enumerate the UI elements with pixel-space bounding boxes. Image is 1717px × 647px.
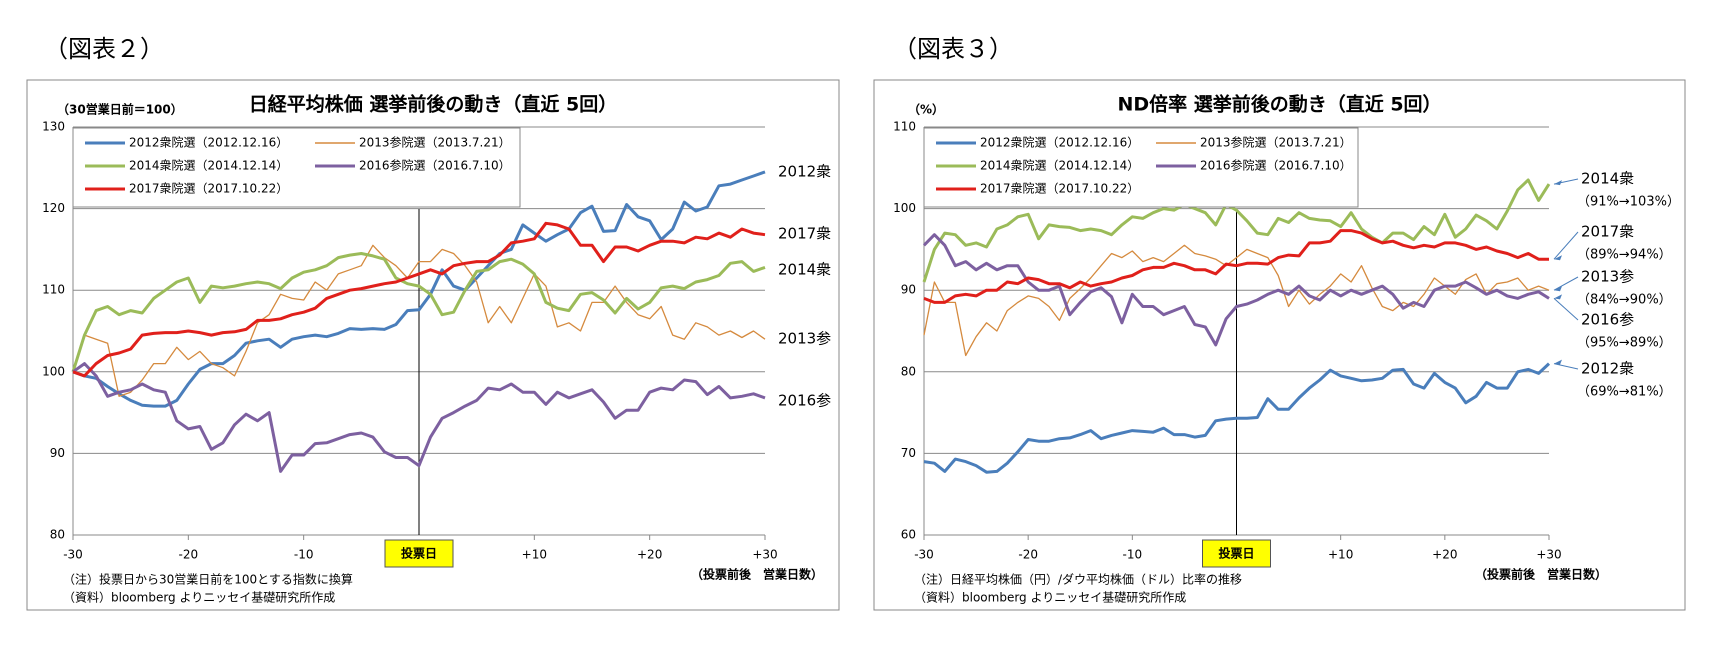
annotation-arrow [1553,276,1579,291]
note: （資料）bloomberg よりニッセイ基礎研究所作成 [914,590,1186,605]
x-tick-label: +10 [522,548,547,562]
annotation-arrowhead [1554,294,1562,300]
y-axis-label: （30営業日前＝100） [57,102,183,117]
x-tick-label: -20 [1018,548,1038,562]
legend-label: 2016参院選（2016.7.10） [359,158,511,173]
series-line [72,244,766,397]
annotation-arrow [1553,231,1579,260]
figure-label: （図表２） [44,35,164,63]
end-label: 2016参 [1581,311,1634,329]
series-line [922,178,1551,283]
end-label: 2013参 [778,330,831,348]
end-label-sub: （91%→103%） [1577,195,1680,210]
x-axis-label: （投票前後 営業日数） [691,567,823,582]
series-line [923,229,1549,304]
legend-label: 2013参院選（2013.7.21） [359,135,511,150]
annotation-arrow [1553,363,1579,370]
y-tick-label: 110 [893,120,916,134]
legend-box [923,127,1359,208]
legend-label: 2016参院選（2016.7.10） [1200,158,1352,173]
y-tick-label: 80 [901,364,916,378]
series-line [72,362,766,473]
annotation-arrowhead [1554,359,1562,365]
y-tick-label: 100 [42,364,65,378]
x-tick-label: +10 [1328,548,1353,562]
x-tick-label: -30 [914,548,934,562]
x-tick-label: -20 [179,548,199,562]
y-tick-label: 80 [50,528,65,542]
end-label: 2012衆 [778,163,831,181]
end-label-sub: （69%→81%） [1577,385,1672,400]
end-label: 2014衆 [1581,170,1634,188]
note: （注）投票日から30営業日前を100とする指数に換算 [63,572,353,587]
x-tick-label: -10 [294,548,314,562]
y-tick-label: 100 [893,201,916,215]
annotation-arrowhead [1554,255,1562,261]
annotation-arrow [1553,297,1579,321]
end-label-sub: （95%→89%） [1577,336,1672,351]
legend-box [72,127,521,208]
legend-label: 2017衆院選（2017.10.22） [980,182,1139,196]
legend-label: 2014衆院選（2014.12.14） [980,159,1139,173]
end-label: 2013参 [1581,268,1634,286]
x-tick-label: -10 [1123,548,1143,562]
end-label: 2017衆 [1581,223,1634,241]
y-tick-label: 90 [50,446,65,460]
y-tick-label: 70 [901,446,916,460]
figure-label: （図表３） [893,35,1013,63]
chart-title: ND倍率 選挙前後の動き（直近 5回） [1117,93,1441,116]
y-tick-label: 120 [42,201,65,215]
legend-label: 2013参院選（2013.7.21） [1200,135,1352,150]
annotation-arrowhead [1554,286,1562,292]
election-day-label: 投票日 [401,546,437,561]
end-label-sub: （89%→94%） [1577,248,1672,263]
x-axis-label: （投票前後 営業日数） [1475,567,1607,582]
note: （注）日経平均株価（円）/ダウ平均株価（ドル）比率の推移 [914,572,1242,587]
annotation-arrowhead [1554,180,1562,186]
y-tick-label: 110 [42,283,65,297]
series-line [923,362,1551,474]
x-tick-label: +20 [637,548,662,562]
series-line [72,170,766,408]
legend-label: 2017衆院選（2017.10.22） [129,182,288,196]
end-label: 2012衆 [1581,360,1634,378]
series-line [72,221,766,378]
series-line [922,233,1550,347]
x-tick-label: -30 [63,548,83,562]
end-label: 2014衆 [778,261,831,279]
note: （資料）bloomberg よりニッセイ基礎研究所作成 [63,590,335,605]
legend-label: 2012衆院選（2012.12.16） [980,136,1139,150]
y-tick-label: 60 [901,528,916,542]
election-day-box [384,539,454,568]
end-label: 2016参 [778,392,831,410]
x-tick-label: +30 [752,548,777,562]
election-day-label: 投票日 [1218,546,1254,561]
chart-title: 日経平均株価 選挙前後の動き（直近 5回） [249,93,617,116]
x-tick-label: +30 [1536,548,1561,562]
y-tick-label: 130 [42,120,65,134]
end-label: 2017衆 [778,225,831,243]
end-label-sub: （84%→90%） [1577,293,1672,308]
series-line [71,252,766,373]
legend-label: 2014衆院選（2014.12.14） [129,159,288,173]
legend-label: 2012衆院選（2012.12.16） [129,136,288,150]
y-axis-label: （%） [908,102,944,117]
x-tick-label: +20 [1432,548,1457,562]
y-tick-label: 90 [901,283,916,297]
election-day-box [1202,539,1271,568]
